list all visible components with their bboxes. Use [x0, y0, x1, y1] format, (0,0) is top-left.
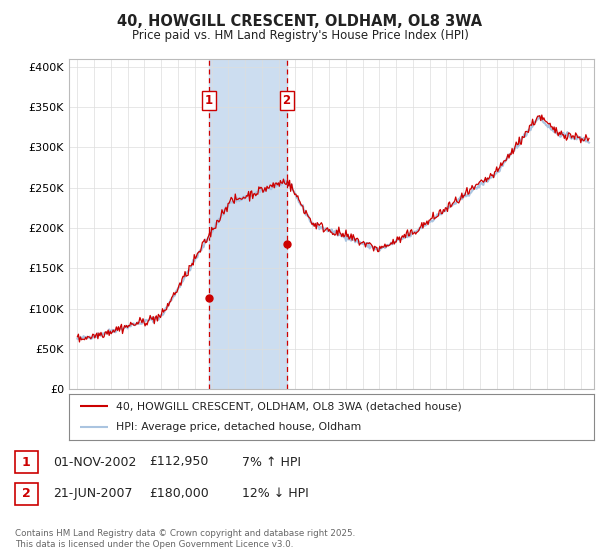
Text: Contains HM Land Registry data © Crown copyright and database right 2025.
This d: Contains HM Land Registry data © Crown c… [15, 529, 355, 549]
Text: 7% ↑ HPI: 7% ↑ HPI [242, 455, 301, 469]
Text: £180,000: £180,000 [149, 487, 209, 501]
Text: 40, HOWGILL CRESCENT, OLDHAM, OL8 3WA: 40, HOWGILL CRESCENT, OLDHAM, OL8 3WA [118, 14, 482, 29]
Text: 12% ↓ HPI: 12% ↓ HPI [242, 487, 308, 501]
Text: Price paid vs. HM Land Registry's House Price Index (HPI): Price paid vs. HM Land Registry's House … [131, 29, 469, 42]
Text: 21-JUN-2007: 21-JUN-2007 [53, 487, 133, 501]
Text: 01-NOV-2002: 01-NOV-2002 [53, 455, 136, 469]
Text: 40, HOWGILL CRESCENT, OLDHAM, OL8 3WA (detached house): 40, HOWGILL CRESCENT, OLDHAM, OL8 3WA (d… [116, 401, 462, 411]
Text: HPI: Average price, detached house, Oldham: HPI: Average price, detached house, Oldh… [116, 422, 361, 432]
Text: 2: 2 [22, 487, 31, 501]
Text: £112,950: £112,950 [149, 455, 208, 469]
Text: 1: 1 [205, 94, 213, 107]
Text: 1: 1 [22, 455, 31, 469]
Text: 2: 2 [283, 94, 290, 107]
Bar [209, 59, 287, 389]
